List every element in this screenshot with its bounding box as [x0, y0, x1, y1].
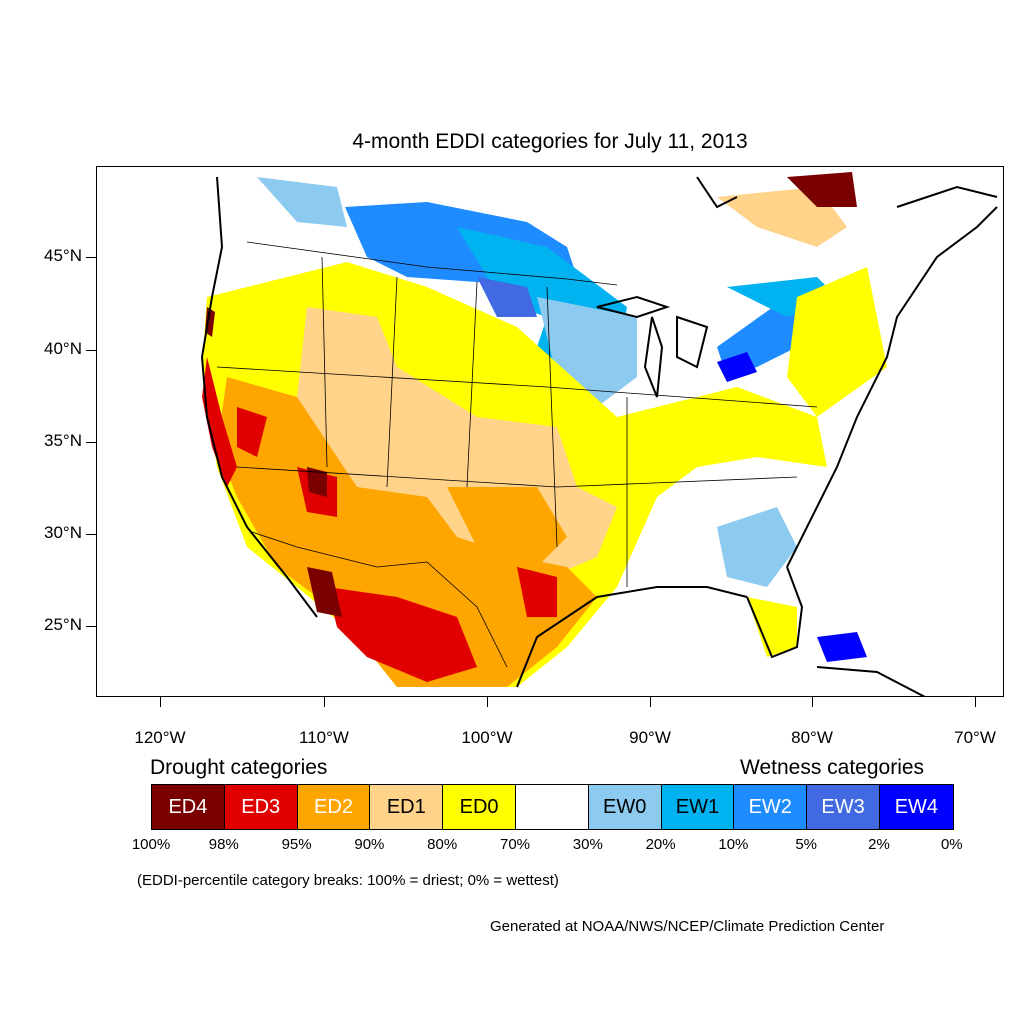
x-tick-mark	[650, 697, 651, 707]
us-canada-border	[246, 241, 618, 286]
y-tick-mark	[86, 442, 96, 443]
pacific-coast	[200, 176, 318, 618]
nevada-ed3	[237, 407, 267, 457]
x-tick-label: 100°W	[461, 728, 513, 747]
legend-category-ed4: ED4	[152, 785, 225, 829]
legend-note: (EDDI-percentile category breaks: 100% =…	[137, 872, 559, 889]
legend-category-ed1: ED1	[370, 785, 444, 829]
carolinas-wet	[717, 507, 797, 587]
state-line-1	[321, 256, 328, 468]
y-tick-label: 35°N	[44, 431, 82, 450]
legend-break-label: 20%	[645, 836, 676, 853]
state-line-7	[236, 466, 798, 488]
y-tick-label: 30°N	[44, 523, 82, 542]
bahamas-wet	[817, 632, 867, 662]
x-tick-label: 80°W	[791, 728, 833, 747]
gulf-coast	[516, 586, 748, 688]
x-tick-label: 120°W	[134, 728, 186, 747]
dakota-core-wet	[477, 277, 537, 317]
y-tick-mark	[86, 534, 96, 535]
arizona-ed4	[307, 467, 327, 497]
wetness-legend-title: Wetness categories	[740, 756, 925, 779]
x-tick-mark	[812, 697, 813, 707]
x-tick-mark	[975, 697, 976, 707]
state-line-6	[216, 366, 818, 408]
legend-break-label: 30%	[572, 836, 603, 853]
legend-break-label: 80%	[427, 836, 458, 853]
lake-erie-wet	[717, 352, 757, 382]
y-tick-mark	[86, 626, 96, 627]
state-line-4	[546, 286, 558, 548]
drought-regions	[202, 172, 887, 687]
legend-category-ew3: EW3	[807, 785, 880, 829]
x-tick-mark	[160, 697, 161, 707]
x-tick-mark	[324, 697, 325, 707]
eddi-map	[200, 172, 998, 696]
hudson-coast	[696, 176, 738, 209]
x-tick-mark	[487, 697, 488, 707]
legend-category-ew4: EW4	[879, 785, 953, 829]
y-tick-mark	[86, 257, 96, 258]
lake-superior	[596, 295, 671, 319]
quebec-ed4	[787, 172, 857, 207]
map-title: 4-month EDDI categories for July 11, 201…	[352, 130, 748, 153]
x-tick-label: 70°W	[954, 728, 996, 747]
legend-category-ed2: ED2	[297, 785, 371, 829]
legend-category-ew1: EW1	[661, 785, 735, 829]
legend-break-label: 98%	[208, 836, 239, 853]
x-tick-label: 110°W	[299, 728, 349, 747]
legend-break-label: 100%	[131, 836, 171, 853]
x-tick-label: 90°W	[629, 728, 671, 747]
legend-break-label: 95%	[281, 836, 312, 853]
mexico-ed3	[327, 587, 477, 682]
northern-plains-wet-light	[257, 177, 347, 227]
texas-ed3	[517, 567, 557, 617]
y-tick-label: 25°N	[44, 615, 82, 634]
texas-ed2	[447, 487, 567, 567]
map-panel	[96, 166, 1004, 697]
legend-break-label: 90%	[354, 836, 385, 853]
florida-ed0	[747, 597, 797, 657]
us-mexico-border	[251, 531, 508, 668]
legend-break-label: 70%	[499, 836, 531, 853]
maritimes-coast	[896, 185, 998, 208]
legend-break-label: 5%	[795, 836, 818, 853]
y-tick-label: 40°N	[44, 339, 82, 358]
state-line-2	[386, 276, 398, 488]
drought-legend-title: Drought categories	[150, 756, 328, 779]
legend-break-label: 10%	[718, 836, 749, 853]
y-tick-label: 45°N	[44, 246, 82, 265]
state-line-3	[466, 281, 478, 488]
legend-category-ed0: ED0	[443, 785, 516, 829]
legend-category-ew0: EW0	[588, 785, 662, 829]
atlantic-coast	[786, 206, 998, 568]
credit-text: Generated at NOAA/NWS/NCEP/Climate Predi…	[490, 918, 885, 935]
legend-category-ed3: ED3	[224, 785, 298, 829]
southwest-ed2	[217, 377, 597, 687]
florida-coast	[746, 566, 804, 659]
legend-colorbar: ED4 ED3 ED2 ED1 ED0 EW0 EW1 EW2 EW3 EW4	[151, 784, 954, 830]
cuba-coast	[816, 666, 926, 696]
legend-break-label: 2%	[868, 836, 890, 853]
coastline	[200, 176, 998, 696]
lake-huron	[676, 315, 709, 369]
boundaries	[216, 241, 818, 668]
lake-michigan	[643, 316, 664, 398]
northeast-ed0	[787, 267, 887, 417]
y-tick-mark	[86, 350, 96, 351]
california-ed3	[202, 357, 237, 487]
legend-category-ew2: EW2	[734, 785, 808, 829]
legend-category-normal	[515, 785, 589, 829]
legend-break-label: 0%	[940, 836, 963, 853]
sonora-ed4	[307, 567, 342, 617]
